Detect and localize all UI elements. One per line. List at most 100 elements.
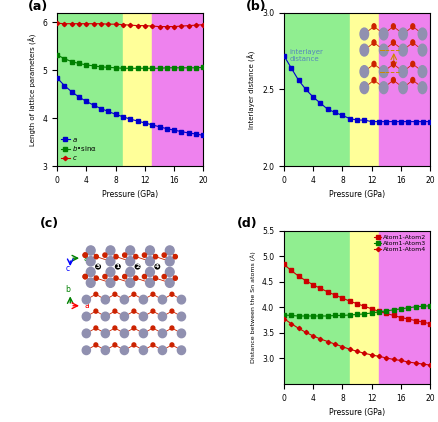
$c$ [54,21,60,26]
Circle shape [158,346,166,354]
Legend: Atom1-Atom2, Atom1-Atom3, Atom1-Atom4: Atom1-Atom2, Atom1-Atom3, Atom1-Atom4 [372,234,426,253]
Circle shape [126,278,134,287]
Atom1-Atom3 [325,314,330,319]
$c$ [106,22,111,27]
Atom1-Atom3 [339,313,344,318]
Circle shape [83,253,87,257]
Circle shape [158,312,166,321]
Atom1-Atom4 [375,354,381,359]
$b$•sinα [113,65,118,70]
Line: Atom1-Atom3: Atom1-Atom3 [282,304,431,317]
Atom1-Atom2 [325,289,330,295]
Atom1-Atom2 [295,273,300,279]
Bar [57,13,123,166]
Atom1-Atom4 [310,333,315,338]
Atom1-Atom3 [383,308,388,314]
Bar [349,13,378,166]
Circle shape [134,254,138,259]
$a$ [54,76,60,81]
Line: $c$: $c$ [56,22,205,28]
Circle shape [114,254,118,259]
Circle shape [94,276,98,280]
Circle shape [165,268,174,276]
Atom1-Atom2 [427,321,432,326]
Circle shape [94,343,98,347]
$b$•sinα [76,61,81,66]
Circle shape [173,276,177,280]
$b$•sinα [127,66,133,71]
Atom1-Atom4 [397,358,403,363]
$b$•sinα [186,65,191,70]
Atom1-Atom3 [332,313,337,318]
Circle shape [113,343,117,347]
Atom1-Atom3 [390,307,396,312]
Atom1-Atom3 [375,309,381,314]
Bar [378,13,429,166]
Atom1-Atom4 [390,357,396,362]
Atom1-Atom4 [295,326,300,331]
Circle shape [101,312,109,321]
Circle shape [151,326,155,330]
Circle shape [145,268,154,276]
Circle shape [86,268,95,276]
Bar [378,230,429,384]
$b$•sinα [200,65,205,70]
Text: a: a [84,301,88,310]
Text: (b): (b) [245,0,266,13]
Bar [123,13,152,166]
Circle shape [153,276,157,280]
$c$ [171,24,177,29]
$c$ [193,23,198,28]
$c$ [142,23,147,28]
Circle shape [82,329,90,338]
Circle shape [132,292,135,296]
$b$•sinα [142,66,147,71]
$a$ [178,129,184,134]
$a$ [91,103,96,108]
Line: $a$: $a$ [56,76,205,137]
Circle shape [83,274,87,279]
Circle shape [139,295,147,304]
$a$ [134,119,140,124]
Atom1-Atom3 [310,314,315,319]
Circle shape [94,309,98,313]
Atom1-Atom3 [419,304,424,309]
Atom1-Atom2 [383,311,388,316]
Circle shape [113,309,117,313]
Line: Atom1-Atom2: Atom1-Atom2 [282,263,431,325]
X-axis label: Pressure (GPa): Pressure (GPa) [328,408,384,417]
Circle shape [145,278,154,287]
$c$ [164,24,169,29]
Circle shape [126,268,134,276]
Circle shape [142,253,146,257]
Atom1-Atom4 [325,339,330,344]
$b$•sinα [171,65,177,70]
Circle shape [86,278,95,287]
Text: (d): (d) [237,217,257,230]
Circle shape [158,329,166,338]
Atom1-Atom2 [405,316,410,322]
Atom1-Atom3 [353,312,359,317]
Atom1-Atom3 [281,312,286,317]
$a$ [106,109,111,114]
Circle shape [177,329,185,338]
Circle shape [139,346,147,354]
Circle shape [101,329,109,338]
Circle shape [82,295,90,304]
Atom1-Atom2 [281,262,286,267]
Circle shape [162,274,166,279]
$b$•sinα [120,66,125,71]
Circle shape [145,246,154,255]
Text: 3: 3 [84,297,88,302]
$a$ [113,112,118,117]
Text: 3: 3 [95,264,100,269]
$b$•sinα [134,66,140,71]
Atom1-Atom2 [361,304,366,309]
$b$•sinα [62,56,67,61]
Circle shape [122,274,127,279]
Circle shape [132,309,135,313]
$a$ [149,122,155,127]
Circle shape [134,276,138,280]
$a$ [171,127,177,133]
Atom1-Atom3 [317,314,322,319]
